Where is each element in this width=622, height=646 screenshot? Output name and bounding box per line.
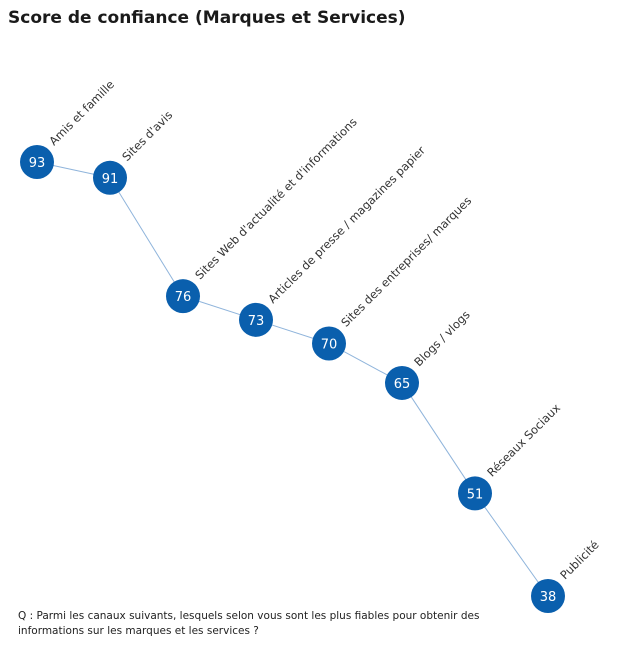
category-label: Réseaux Sociaux xyxy=(484,401,563,480)
data-value-label: 91 xyxy=(102,172,119,187)
data-point-marker xyxy=(93,160,127,195)
data-point-marker xyxy=(385,365,419,400)
category-label: Sites d'avis xyxy=(119,108,175,164)
data-value-label: 65 xyxy=(394,377,411,392)
data-value-label: 51 xyxy=(467,487,484,502)
data-value-label: 38 xyxy=(540,590,557,605)
series-segment xyxy=(474,493,549,597)
data-point-marker xyxy=(312,326,346,361)
data-value-label: 76 xyxy=(175,290,192,305)
category-label: Sites Web d'actualité et d'informations xyxy=(192,115,359,282)
data-point-marker xyxy=(458,476,492,511)
data-point-marker xyxy=(166,279,200,314)
series-segment xyxy=(401,382,476,494)
category-label: Articles de presse / magazines papier xyxy=(265,143,428,306)
series-segment xyxy=(109,177,184,297)
category-label: Amis et famille xyxy=(46,77,117,148)
chart-title: Score de confiance (Marques et Services) xyxy=(8,8,406,28)
data-point-marker xyxy=(531,579,565,613)
data-value-label: 73 xyxy=(248,314,265,329)
data-point-marker xyxy=(239,302,273,337)
category-label: Blogs / vlogs xyxy=(411,308,472,369)
data-value-label: 70 xyxy=(321,337,338,352)
series-line-layer xyxy=(36,161,549,597)
data-points-layer: 93 91 76 73 70 65 51 38 xyxy=(20,145,565,613)
question-footnote: Q : Parmi les canaux suivants, lesquels … xyxy=(18,610,480,637)
category-label: Publicité xyxy=(557,538,601,582)
data-value-label: 93 xyxy=(29,156,46,171)
data-point-marker xyxy=(20,145,54,179)
